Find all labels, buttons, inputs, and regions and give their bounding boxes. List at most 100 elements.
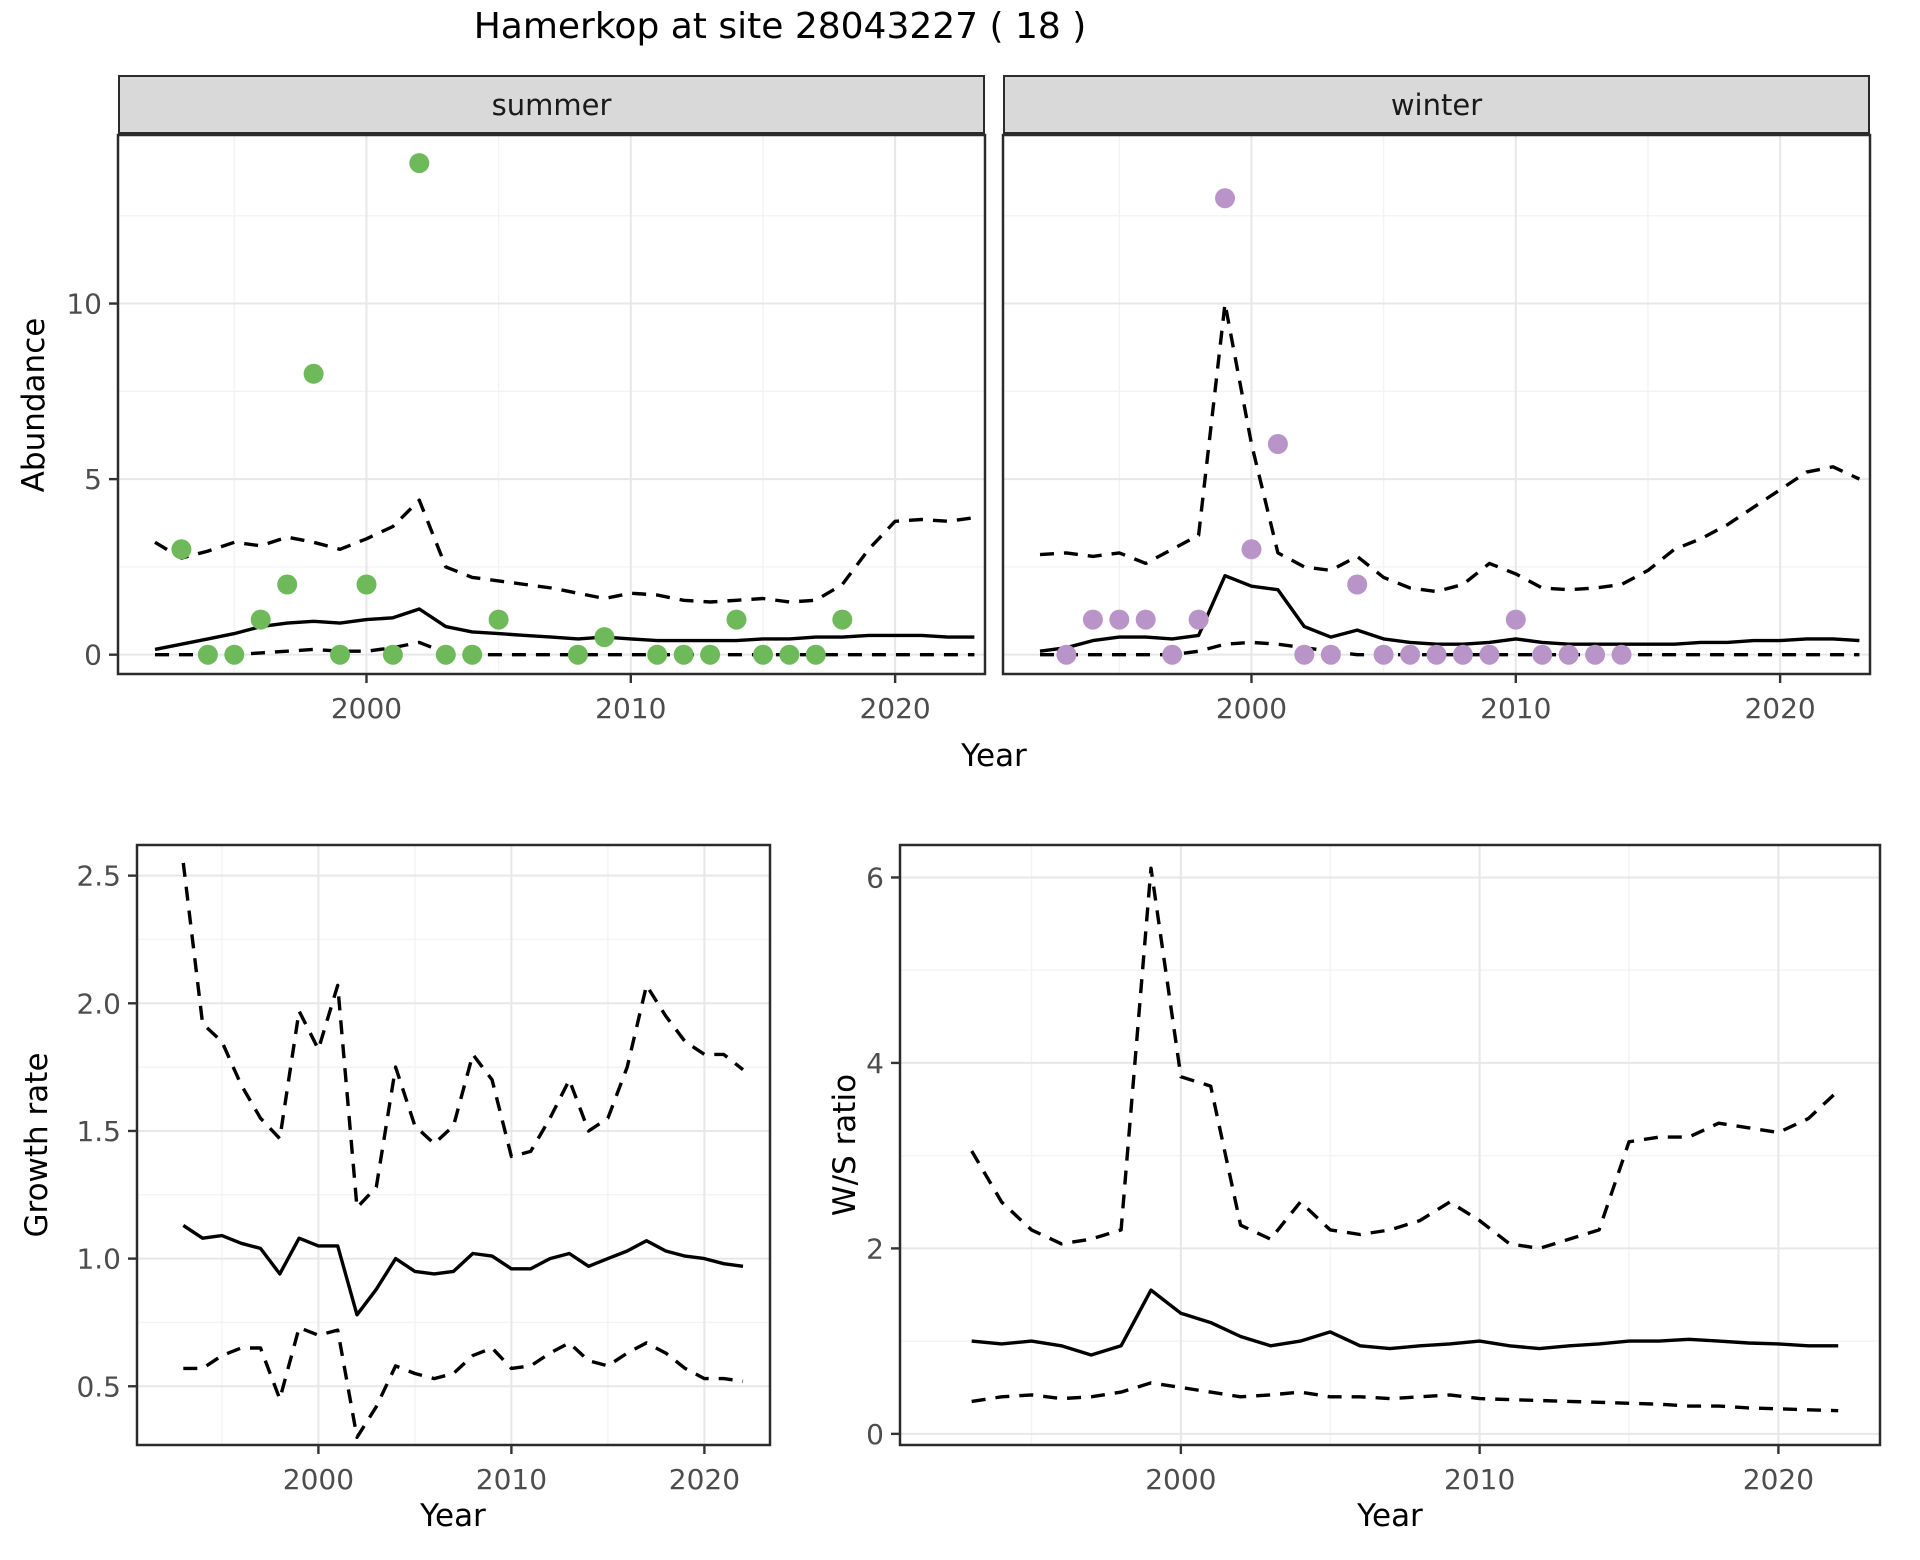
data-point [356,574,377,595]
y-tick-label: 0 [866,1418,884,1451]
data-point [726,609,747,630]
data-point [1162,644,1183,665]
data-point [673,644,694,665]
data-point [1215,188,1235,209]
facet-strip-summer: summer [118,75,985,135]
x-tick-label: 2010 [1480,692,1551,725]
panel-background [1003,135,1870,674]
upper_ci-line [154,498,975,604]
x-tick-label: 2020 [1743,1463,1814,1496]
data-point [303,363,324,384]
data-point [1320,644,1341,665]
facet-strip-winter-label: winter [1390,87,1483,122]
x-tick-label: 2000 [1145,1463,1216,1496]
y-tick-label: 6 [866,861,884,894]
data-point [488,609,509,630]
lower_ci-line [1040,640,1860,657]
data-point [832,609,853,630]
x-tick-label: 2010 [1444,1463,1515,1496]
data-point [1373,644,1394,665]
x-tick-label: 2010 [476,1463,547,1496]
data-point [567,644,588,665]
upper_ci-line [1039,301,1861,594]
x-axis-title-ws: Year [1357,1498,1423,1534]
data-point [382,644,403,665]
x-tick-label: 2010 [595,692,666,725]
x-tick-label: 2020 [669,1463,740,1496]
data-point [197,644,218,665]
y-tick-label: 1.5 [76,1115,121,1148]
data-point [1347,574,1368,595]
y-axis-title-ws-ratio: W/S ratio [827,1073,863,1217]
data-point [1241,539,1262,560]
panel-abundance_winter: 2000 2010 2020 [1001,133,1872,725]
data-point [647,644,668,665]
panel-border [1001,133,1872,676]
panel-background [118,135,985,674]
data-point [250,609,271,630]
panel-growth_rate: 2000 2010 2020 0.5 1.0 1.5 2.0 2.5 [76,843,772,1496]
x-tick-label: 2000 [283,1463,354,1496]
data-point [1585,644,1606,665]
data-point [1267,434,1288,454]
mean-line [971,1288,1839,1357]
facet-strip-summer-label: summer [491,87,612,122]
upper_ci-line [970,866,1840,1251]
y-tick-label: 0.5 [76,1370,121,1403]
data-point [1558,644,1579,665]
data-point [1294,644,1315,665]
y-tick-label: 10 [66,288,102,321]
data-point [779,644,800,665]
y-tick-label: 2.0 [76,987,121,1020]
y-axis-title-abundance: Abundance [16,317,52,493]
data-point [1505,609,1526,630]
panel-abundance_summer: 2000 2010 2020 0 5 10 [66,133,987,725]
data-point [1479,644,1500,665]
data-point [1611,644,1632,665]
panel-ws_ratio: 2000 2010 2020 0 2 4 6 [866,843,1882,1496]
panel-background [900,845,1880,1445]
data-point [409,153,430,174]
x-tick-label: 2000 [331,692,402,725]
data-point [435,644,456,665]
mean-line [154,607,975,652]
panel-border [135,843,772,1447]
x-axis-title-top: Year [961,738,1027,774]
y-tick-label: 0 [84,639,102,672]
y-tick-label: 2.5 [76,860,121,893]
y-tick-label: 2 [866,1232,884,1265]
data-point [1400,644,1421,665]
y-tick-label: 5 [84,463,102,496]
data-point [330,644,350,665]
x-tick-label: 2000 [1216,692,1287,725]
y-tick-label: 1.0 [76,1243,121,1276]
data-point [594,627,615,648]
data-point [1109,609,1130,630]
x-tick-label: 2020 [1744,692,1815,725]
y-tick-label: 4 [866,1047,884,1080]
data-point [753,644,773,665]
facet-strip-winter: winter [1003,75,1870,135]
upper_ci-line [181,862,745,1210]
y-axis-title-growth-rate: Growth rate [19,1052,55,1238]
data-point [700,644,721,665]
lower_ci-line [183,1325,744,1439]
data-point [1188,609,1209,630]
data-point [1532,644,1553,665]
data-point [1056,644,1077,665]
chart-title: Hamerkop at site 28043227 ( 18 ) [473,6,1087,47]
data-point [1082,609,1103,630]
lower_ci-line [155,640,975,657]
data-point [171,539,192,560]
x-tick-label: 2020 [859,692,930,725]
panel-background [137,845,770,1445]
lower_ci-line [971,1381,1839,1413]
panel-border [116,133,987,676]
data-point [224,644,245,665]
mean-line [1039,574,1860,653]
data-point [1452,644,1473,665]
data-point [1135,609,1156,630]
data-point [277,574,298,595]
